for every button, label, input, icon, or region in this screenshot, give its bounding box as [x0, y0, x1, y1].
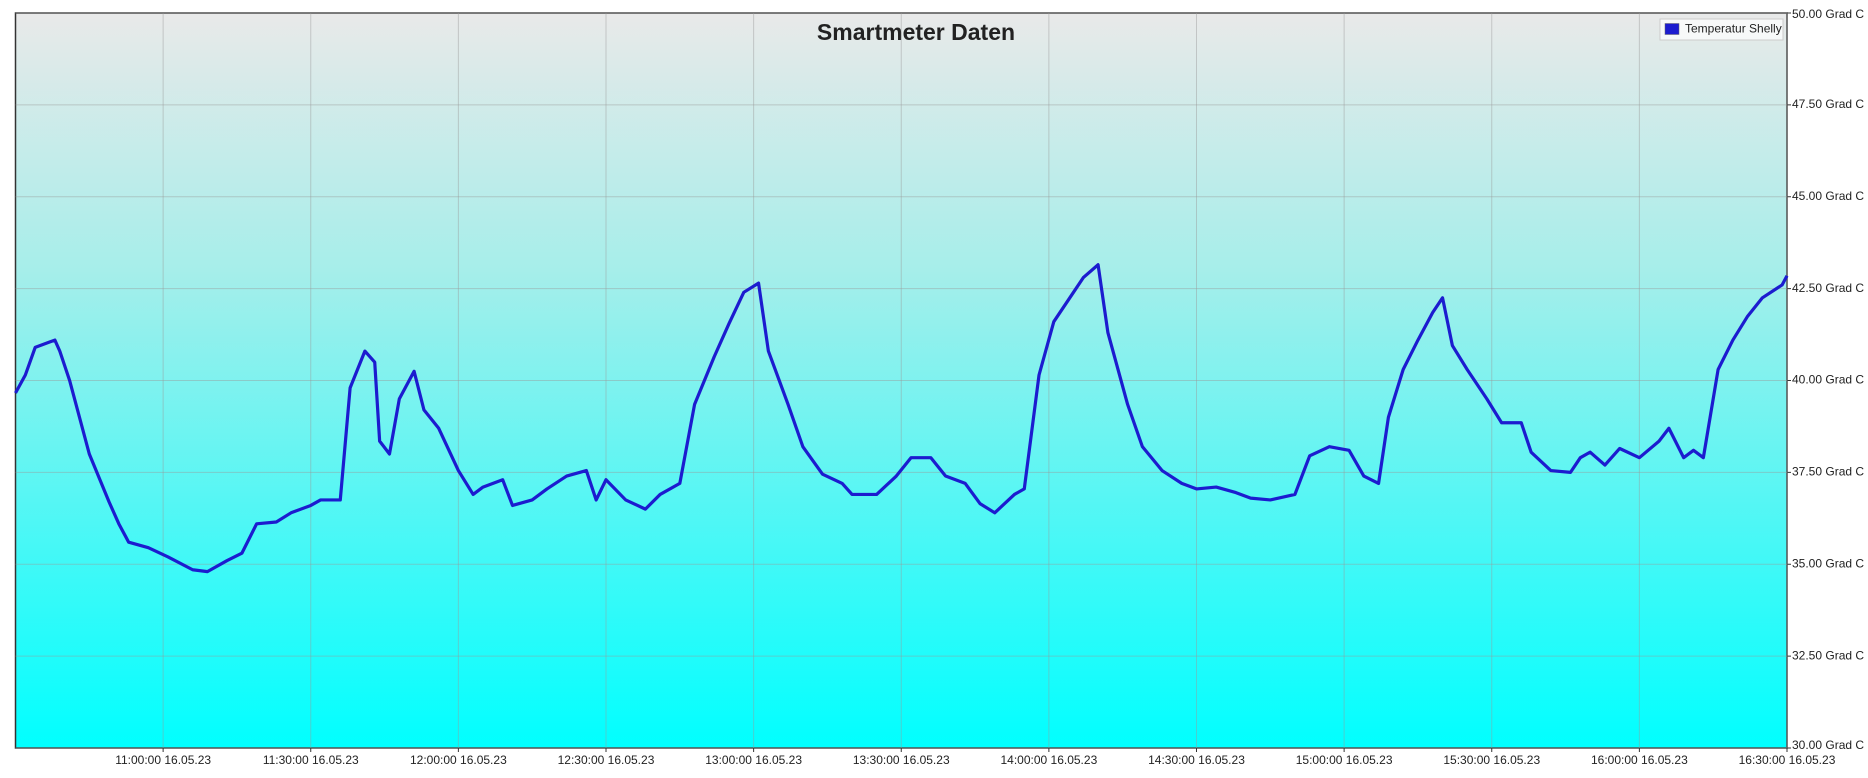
x-tick-label: 15:30:00 16.05.23: [1443, 753, 1540, 767]
y-tick-label: 30.00 Grad C: [1792, 738, 1864, 752]
y-tick-label: 47.50 Grad C: [1792, 97, 1864, 111]
x-tick-label: 13:00:00 16.05.23: [705, 753, 802, 767]
x-tick-label: 14:30:00 16.05.23: [1148, 753, 1245, 767]
y-tick-label: 42.50 Grad C: [1792, 281, 1864, 295]
x-tick-label: 16:00:00 16.05.23: [1591, 753, 1688, 767]
legend: Temperatur Shelly: [1659, 18, 1784, 41]
x-tick-label: 12:00:00 16.05.23: [410, 753, 507, 767]
x-tick-label: 15:00:00 16.05.23: [1296, 753, 1393, 767]
x-tick-label: 11:00:00 16.05.23: [115, 753, 211, 767]
y-tick-label: 50.00 Grad C: [1792, 7, 1864, 21]
legend-box: [1659, 18, 1784, 41]
y-tick-label: 45.00 Grad C: [1792, 189, 1864, 203]
y-tick-label: 40.00 Grad C: [1792, 373, 1864, 387]
legend-label: Temperatur Shelly: [1685, 22, 1782, 36]
y-tick-label: 35.00 Grad C: [1792, 556, 1864, 570]
x-tick-label: 13:30:00 16.05.23: [853, 753, 950, 767]
y-tick-label: 37.50 Grad C: [1792, 465, 1864, 479]
data-line: [14, 263, 1789, 574]
x-tick-label: 12:30:00 16.05.23: [558, 753, 655, 767]
legend-swatch: [1664, 23, 1680, 35]
y-tick-label: 32.50 Grad C: [1792, 648, 1864, 662]
x-tick-label: 16:30:00 16.05.23: [1739, 753, 1836, 767]
x-tick-label: 11:30:00 16.05.23: [263, 753, 359, 767]
plot-area: [14, 12, 1788, 749]
chart-title: Smartmeter Daten: [817, 19, 1015, 45]
x-tick-label: 14:00:00 16.05.23: [1000, 753, 1097, 767]
